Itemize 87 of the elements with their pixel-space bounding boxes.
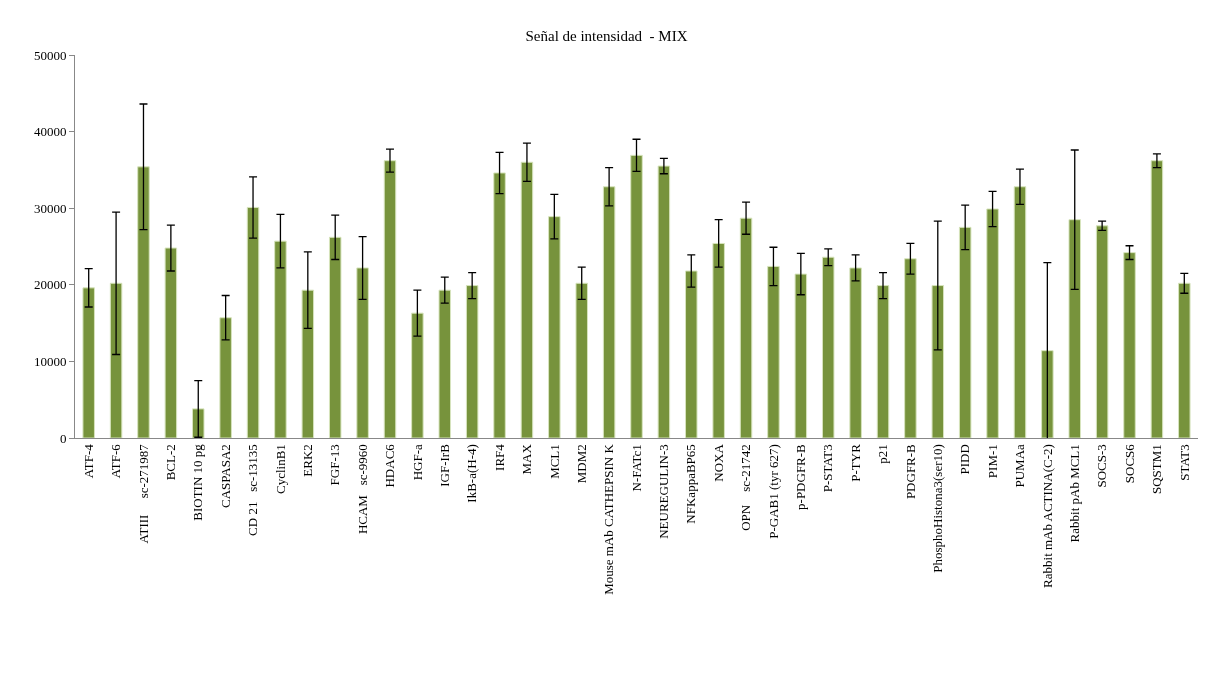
x-tick-label: CyclinB1 xyxy=(272,444,288,495)
x-tick-label: ATIII sc-271987 xyxy=(135,443,151,544)
x-tick-label: Mouse mAb CATHEPSIN K xyxy=(601,443,617,595)
bar xyxy=(301,289,315,438)
x-tick-label: IGF-IrB xyxy=(436,443,452,487)
x-tick-label: FGF-13 xyxy=(327,444,343,486)
bar xyxy=(630,154,643,438)
bar xyxy=(219,317,232,438)
y-tick-label: 0 xyxy=(59,430,67,446)
x-tick-label: STAT3 xyxy=(1176,444,1192,481)
bar xyxy=(356,267,369,438)
bar xyxy=(1041,350,1054,438)
bar xyxy=(383,160,397,438)
x-tick-label: BCL-2 xyxy=(163,444,179,481)
x-tick-label: PhosphoHistona3(ser10) xyxy=(930,444,946,573)
x-tick-label: MAX xyxy=(519,443,535,475)
bar xyxy=(246,206,260,438)
bar xyxy=(794,273,808,438)
bar xyxy=(602,186,616,438)
bar xyxy=(904,258,917,438)
x-tick-label: p-PDGFR-B xyxy=(793,443,809,510)
bar xyxy=(82,287,95,438)
x-tick-label: HGF-a xyxy=(409,443,425,481)
x-tick-label: HDAC6 xyxy=(382,443,398,488)
x-tick-label: NEUREGULIN-3 xyxy=(656,444,672,539)
bar xyxy=(164,247,178,438)
bar xyxy=(274,240,287,438)
bar xyxy=(958,226,972,438)
bar xyxy=(137,166,150,438)
x-tick-label: ATF-4 xyxy=(80,443,96,479)
x-tick-label: ATF-6 xyxy=(108,443,124,479)
bar xyxy=(876,285,890,438)
x-tick-label: IRF4 xyxy=(491,443,507,471)
bar xyxy=(821,256,835,438)
x-tick-label: NOXA xyxy=(710,443,726,482)
x-tick-label: P-STAT3 xyxy=(820,444,836,493)
x-tick-label: MCL1 xyxy=(546,444,562,479)
bar xyxy=(548,216,561,438)
y-tick-label: 10000 xyxy=(33,353,67,369)
x-tick-label: CD 21 sc-13135 xyxy=(245,444,261,536)
y-tick-label: 20000 xyxy=(33,277,67,293)
x-tick-label: Rabbit mAb ACTINA(C-2) xyxy=(1039,444,1055,588)
x-tick-label: ERK2 xyxy=(300,444,316,477)
x-tick-label: SOCS-3 xyxy=(1094,444,1110,488)
chart-title: Señal de intensidad - MIX xyxy=(525,28,688,45)
bar xyxy=(931,285,945,438)
bar xyxy=(986,208,999,438)
bar xyxy=(1178,282,1191,438)
y-tick-label: 50000 xyxy=(33,47,67,63)
bar xyxy=(849,267,862,438)
x-tick-label: SQSTM1 xyxy=(1149,444,1165,495)
x-tick-label: PIDD xyxy=(957,444,973,475)
x-tick-label: NFKappaBP65 xyxy=(683,444,699,524)
bar xyxy=(1068,219,1081,438)
bar xyxy=(493,172,506,438)
bar xyxy=(657,165,671,438)
x-tick-label: OPN sc-21742 xyxy=(738,444,754,531)
x-tick-label: PIM-1 xyxy=(984,444,1000,479)
bar xyxy=(438,289,452,438)
x-tick-label: BIOTIN 10 pg xyxy=(190,443,206,521)
y-tick-label: 40000 xyxy=(33,124,67,140)
bar xyxy=(328,236,342,438)
bar xyxy=(575,282,588,438)
bar xyxy=(739,217,753,438)
bar xyxy=(520,161,534,438)
x-tick-label: PDGFR-B xyxy=(902,443,918,500)
x-tick-label: CASPASA2 xyxy=(217,444,233,509)
x-tick-label: P-TYR xyxy=(847,443,863,482)
bar xyxy=(1150,160,1164,438)
x-tick-label: Rabbit pAb MCL1 xyxy=(1066,444,1082,543)
x-tick-label: SOCS6 xyxy=(1121,443,1137,484)
bar xyxy=(1123,252,1136,438)
bar xyxy=(685,270,698,438)
bar xyxy=(767,265,780,438)
x-tick-label: N-FATc1 xyxy=(628,444,644,492)
y-tick-label: 30000 xyxy=(33,200,67,216)
bar xyxy=(1095,225,1109,438)
x-tick-label: PUMAa xyxy=(1012,443,1028,488)
bar xyxy=(465,285,479,438)
bar xyxy=(411,312,424,438)
x-tick-label: HCAM sc-9960 xyxy=(354,444,370,535)
x-tick-label: p21 xyxy=(875,444,891,464)
bar xyxy=(712,242,725,438)
x-tick-label: MDM2 xyxy=(573,444,589,484)
bar xyxy=(1013,186,1027,438)
x-tick-label: P-GAB1 (tyr 627) xyxy=(765,444,781,539)
x-tick-label: IkB-a(H-4) xyxy=(464,444,480,503)
